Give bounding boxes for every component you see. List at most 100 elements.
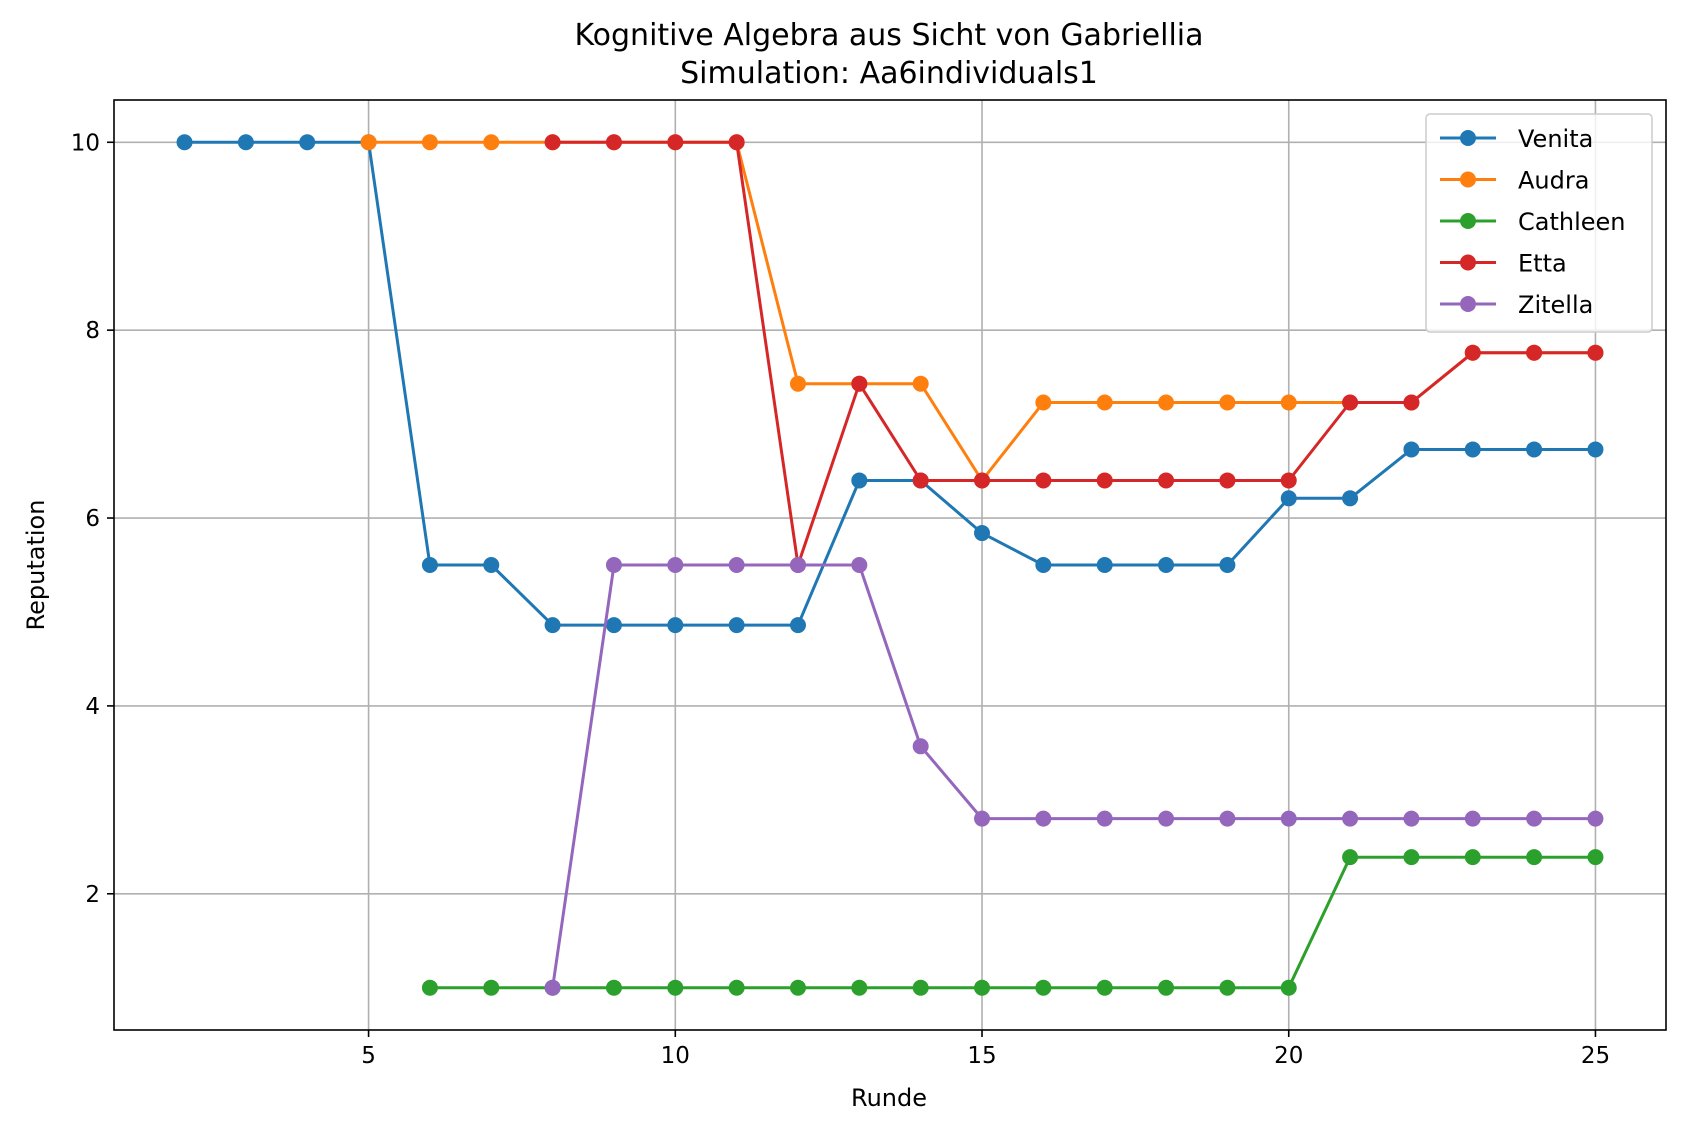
data-point-cathleen	[1158, 979, 1175, 996]
data-point-venita	[1096, 557, 1113, 573]
x-tick-label: 5	[361, 1043, 376, 1069]
legend-entry-etta: Etta	[1440, 250, 1567, 278]
data-point-audra	[1219, 394, 1236, 411]
x-tick-label: 10	[661, 1043, 690, 1069]
data-point-etta	[605, 134, 622, 151]
data-point-etta	[667, 134, 684, 151]
x-tick-label: 15	[967, 1043, 996, 1069]
series-layer	[176, 134, 1604, 996]
data-point-cathleen	[1219, 979, 1236, 996]
legend-label-zitella: Zitella	[1518, 291, 1593, 319]
legend-label-etta: Etta	[1518, 250, 1567, 278]
data-point-cathleen	[667, 979, 684, 996]
data-point-venita	[1342, 490, 1359, 507]
data-point-etta	[1219, 472, 1236, 489]
y-tick-label: 6	[85, 506, 100, 532]
data-point-cathleen	[1096, 979, 1113, 996]
y-tick-label: 2	[85, 882, 100, 908]
data-point-venita	[483, 557, 500, 573]
data-point-etta	[1587, 344, 1604, 361]
data-point-cathleen	[605, 979, 622, 996]
data-point-audra	[1035, 394, 1052, 411]
grid	[114, 100, 1666, 1030]
data-point-venita	[1526, 441, 1543, 458]
data-point-zitella	[667, 557, 684, 573]
data-point-etta	[912, 472, 929, 489]
data-point-etta	[1464, 344, 1481, 361]
data-point-venita	[974, 525, 991, 542]
data-point-audra	[421, 134, 438, 151]
y-tick-label: 10	[71, 130, 100, 156]
series-line-zitella	[551, 563, 1596, 988]
data-point-zitella	[1219, 810, 1236, 827]
data-point-audra	[1280, 394, 1297, 411]
data-point-etta	[1158, 472, 1175, 489]
x-axis: 5 10 15 20 25	[361, 1030, 1610, 1069]
legend-marker-audra	[1460, 171, 1476, 188]
data-point-zitella	[1587, 810, 1604, 827]
series-line-venita	[184, 140, 1596, 627]
y-axis: 2 4 6 8 10	[71, 130, 114, 908]
data-point-zitella	[974, 810, 991, 827]
data-point-cathleen	[851, 979, 868, 996]
legend-marker-venita	[1460, 130, 1476, 146]
x-tick-label: 25	[1581, 1043, 1610, 1069]
data-point-zitella	[1464, 810, 1481, 827]
data-point-etta	[851, 375, 868, 392]
legend-marker-etta	[1460, 254, 1476, 271]
data-point-cathleen	[912, 979, 929, 996]
data-point-audra	[789, 375, 806, 392]
data-point-etta	[1096, 472, 1113, 489]
series-line-etta	[552, 140, 1596, 567]
data-point-zitella	[1280, 810, 1297, 827]
data-point-zitella	[912, 738, 929, 755]
data-point-zitella	[1403, 810, 1420, 827]
chart-subtitle: Simulation: Aa6individuals1	[680, 56, 1098, 91]
data-point-venita	[728, 617, 745, 634]
data-point-venita	[176, 134, 193, 151]
data-point-venita	[667, 617, 684, 634]
series-cathleen	[421, 849, 1604, 996]
data-point-zitella	[1035, 810, 1052, 827]
data-point-zitella	[1342, 810, 1359, 827]
data-point-venita	[237, 134, 254, 151]
data-point-venita	[1219, 557, 1236, 573]
data-point-etta	[1342, 394, 1359, 411]
data-point-zitella	[1526, 810, 1543, 827]
data-point-etta	[1035, 472, 1052, 489]
series-line-cathleen	[429, 855, 1596, 990]
legend-entry-venita: Venita	[1440, 125, 1593, 153]
data-point-etta	[1403, 394, 1420, 411]
legend-box	[1425, 113, 1653, 333]
legend-marker-cathleen	[1460, 213, 1476, 229]
data-point-cathleen	[483, 979, 500, 996]
chart-title: Kognitive Algebra aus Sicht von Gabriell…	[574, 18, 1203, 53]
data-point-venita	[1158, 557, 1175, 573]
series-venita	[176, 134, 1604, 634]
legend-label-venita: Venita	[1518, 125, 1593, 153]
legend: Venita Audra Cathleen Etta Zitella	[1425, 113, 1653, 333]
data-point-venita	[544, 617, 561, 634]
data-point-etta	[544, 134, 561, 151]
data-point-etta	[728, 134, 745, 151]
data-point-audra	[483, 134, 500, 151]
data-point-audra	[1096, 394, 1113, 411]
data-point-venita	[851, 472, 868, 489]
data-point-venita	[605, 617, 622, 634]
plot-frame	[113, 99, 1667, 1031]
data-point-zitella	[1158, 810, 1175, 827]
data-point-zitella	[728, 557, 745, 573]
data-point-zitella	[544, 979, 561, 996]
data-point-audra	[360, 134, 377, 151]
data-point-venita	[1464, 441, 1481, 458]
legend-entry-cathleen: Cathleen	[1440, 208, 1626, 236]
data-point-audra	[1158, 394, 1175, 411]
data-point-zitella	[851, 557, 868, 573]
data-point-venita	[421, 557, 438, 573]
data-point-cathleen	[974, 979, 991, 996]
data-point-cathleen	[1464, 849, 1481, 866]
data-point-venita	[1035, 557, 1052, 573]
data-point-zitella	[1096, 810, 1113, 827]
series-etta	[544, 134, 1604, 573]
